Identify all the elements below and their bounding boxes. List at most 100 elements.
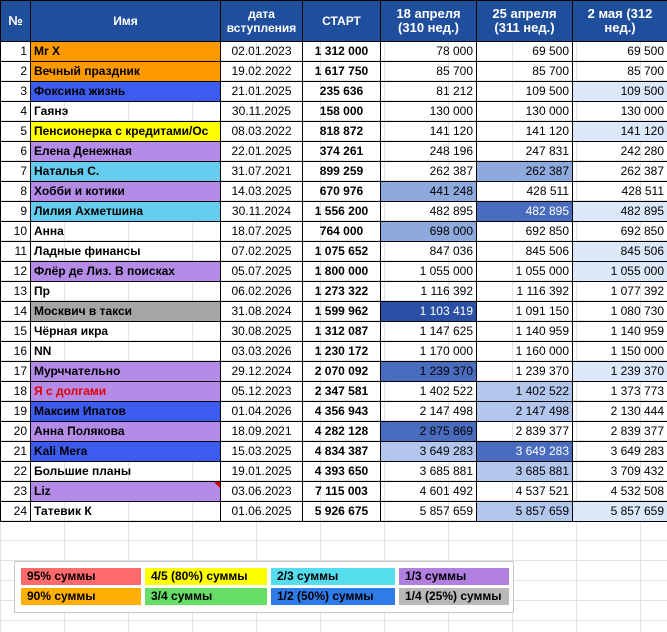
row-index-cell[interactable]: 23 <box>0 481 31 502</box>
start-amount-cell[interactable]: 1 599 962 <box>302 301 381 322</box>
week-311-amount-cell[interactable]: 1 116 392 <box>476 281 573 302</box>
row-index-cell[interactable]: 21 <box>0 441 31 462</box>
member-name-cell[interactable]: Пенсионерка с кредитами/Ос <box>30 121 221 142</box>
join-date-cell[interactable]: 18.09.2021 <box>220 421 303 442</box>
week-311-amount-cell[interactable]: 247 831 <box>476 141 573 162</box>
header-week-311[interactable]: 25 апреля (311 нед.) <box>476 0 573 42</box>
week-312-amount-cell[interactable]: 1 373 773 <box>572 381 667 402</box>
week-312-amount-cell[interactable]: 109 500 <box>572 81 667 102</box>
week-312-amount-cell[interactable]: 2 130 444 <box>572 401 667 422</box>
week-310-amount-cell[interactable]: 441 248 <box>380 181 477 202</box>
row-index-cell[interactable]: 2 <box>0 61 31 82</box>
header-name[interactable]: Имя <box>30 0 221 42</box>
join-date-cell[interactable]: 05.07.2025 <box>220 261 303 282</box>
start-amount-cell[interactable]: 1 800 000 <box>302 261 381 282</box>
week-310-amount-cell[interactable]: 1 055 000 <box>380 261 477 282</box>
member-name-cell[interactable]: Гаянэ <box>30 101 221 122</box>
member-name-cell[interactable]: Анна Полякова <box>30 421 221 442</box>
week-310-amount-cell[interactable]: 141 120 <box>380 121 477 142</box>
week-311-amount-cell[interactable]: 141 120 <box>476 121 573 142</box>
start-amount-cell[interactable]: 818 872 <box>302 121 381 142</box>
start-amount-cell[interactable]: 158 000 <box>302 101 381 122</box>
member-name-cell[interactable]: Большие планы <box>30 461 221 482</box>
week-312-amount-cell[interactable]: 130 000 <box>572 101 667 122</box>
start-amount-cell[interactable]: 4 834 387 <box>302 441 381 462</box>
week-311-amount-cell[interactable]: 69 500 <box>476 41 573 62</box>
row-index-cell[interactable]: 19 <box>0 401 31 422</box>
week-311-amount-cell[interactable]: 130 000 <box>476 101 573 122</box>
join-date-cell[interactable]: 03.03.2026 <box>220 341 303 362</box>
week-312-amount-cell[interactable]: 428 511 <box>572 181 667 202</box>
row-index-cell[interactable]: 10 <box>0 221 31 242</box>
start-amount-cell[interactable]: 4 282 128 <box>302 421 381 442</box>
member-name-cell[interactable]: Наталья С. <box>30 161 221 182</box>
join-date-cell[interactable]: 03.06.2023 <box>220 481 303 502</box>
start-amount-cell[interactable]: 5 926 675 <box>302 501 381 522</box>
week-310-amount-cell[interactable]: 1 170 000 <box>380 341 477 362</box>
row-index-cell[interactable]: 9 <box>0 201 31 222</box>
start-amount-cell[interactable]: 899 259 <box>302 161 381 182</box>
week-312-amount-cell[interactable]: 1 150 000 <box>572 341 667 362</box>
week-312-amount-cell[interactable]: 1 055 000 <box>572 261 667 282</box>
member-name-cell[interactable]: Елена Денежная <box>30 141 221 162</box>
start-amount-cell[interactable]: 4 393 650 <box>302 461 381 482</box>
week-312-amount-cell[interactable]: 3 709 432 <box>572 461 667 482</box>
join-date-cell[interactable]: 19.02.2022 <box>220 61 303 82</box>
member-name-cell[interactable]: Анна <box>30 221 221 242</box>
member-name-cell[interactable]: Хобби и котики <box>30 181 221 202</box>
join-date-cell[interactable]: 29.12.2024 <box>220 361 303 382</box>
member-name-cell[interactable]: Флёр де Лиз. В поисках <box>30 261 221 282</box>
week-312-amount-cell[interactable]: 4 532 508 <box>572 481 667 502</box>
row-index-cell[interactable]: 4 <box>0 101 31 122</box>
join-date-cell[interactable]: 06.02.2026 <box>220 281 303 302</box>
week-312-amount-cell[interactable]: 482 895 <box>572 201 667 222</box>
week-312-amount-cell[interactable]: 1 239 370 <box>572 361 667 382</box>
week-311-amount-cell[interactable]: 1 140 959 <box>476 321 573 342</box>
week-311-amount-cell[interactable]: 482 895 <box>476 201 573 222</box>
row-index-cell[interactable]: 13 <box>0 281 31 302</box>
join-date-cell[interactable]: 14.03.2025 <box>220 181 303 202</box>
header-week-312[interactable]: 2 мая (312 нед.) <box>572 0 667 42</box>
week-311-amount-cell[interactable]: 1 091 150 <box>476 301 573 322</box>
week-311-amount-cell[interactable]: 109 500 <box>476 81 573 102</box>
member-name-cell[interactable]: Я с долгами <box>30 381 221 402</box>
week-311-amount-cell[interactable]: 262 387 <box>476 161 573 182</box>
row-index-cell[interactable]: 16 <box>0 341 31 362</box>
join-date-cell[interactable]: 22.01.2025 <box>220 141 303 162</box>
header-start[interactable]: СТАРТ <box>302 0 381 42</box>
join-date-cell[interactable]: 31.07.2021 <box>220 161 303 182</box>
start-amount-cell[interactable]: 1 556 200 <box>302 201 381 222</box>
week-310-amount-cell[interactable]: 248 196 <box>380 141 477 162</box>
week-311-amount-cell[interactable]: 85 700 <box>476 61 573 82</box>
row-index-cell[interactable]: 24 <box>0 501 31 522</box>
week-310-amount-cell[interactable]: 1 116 392 <box>380 281 477 302</box>
week-311-amount-cell[interactable]: 1 160 000 <box>476 341 573 362</box>
member-name-cell[interactable]: Пр <box>30 281 221 302</box>
start-amount-cell[interactable]: 7 115 003 <box>302 481 381 502</box>
member-name-cell[interactable]: Kali Mera <box>30 441 221 462</box>
week-312-amount-cell[interactable]: 69 500 <box>572 41 667 62</box>
week-310-amount-cell[interactable]: 3 649 283 <box>380 441 477 462</box>
row-index-cell[interactable]: 14 <box>0 301 31 322</box>
week-310-amount-cell[interactable]: 5 857 659 <box>380 501 477 522</box>
week-311-amount-cell[interactable]: 1 402 522 <box>476 381 573 402</box>
join-date-cell[interactable]: 08.03.2022 <box>220 121 303 142</box>
week-312-amount-cell[interactable]: 845 506 <box>572 241 667 262</box>
week-310-amount-cell[interactable]: 3 685 881 <box>380 461 477 482</box>
join-date-cell[interactable]: 01.06.2025 <box>220 501 303 522</box>
join-date-cell[interactable]: 07.02.2025 <box>220 241 303 262</box>
week-310-amount-cell[interactable]: 2 147 498 <box>380 401 477 422</box>
member-name-cell[interactable]: Mr X <box>30 41 221 62</box>
start-amount-cell[interactable]: 1 617 750 <box>302 61 381 82</box>
member-name-cell[interactable]: Чёрная икра <box>30 321 221 342</box>
join-date-cell[interactable]: 01.04.2026 <box>220 401 303 422</box>
row-index-cell[interactable]: 11 <box>0 241 31 262</box>
week-310-amount-cell[interactable]: 1 402 522 <box>380 381 477 402</box>
week-312-amount-cell[interactable]: 1 080 730 <box>572 301 667 322</box>
week-311-amount-cell[interactable]: 1 055 000 <box>476 261 573 282</box>
week-310-amount-cell[interactable]: 4 601 492 <box>380 481 477 502</box>
member-name-cell[interactable]: Максим Ипатов <box>30 401 221 422</box>
week-312-amount-cell[interactable]: 1 077 392 <box>572 281 667 302</box>
week-311-amount-cell[interactable]: 1 239 370 <box>476 361 573 382</box>
week-312-amount-cell[interactable]: 5 857 659 <box>572 501 667 522</box>
